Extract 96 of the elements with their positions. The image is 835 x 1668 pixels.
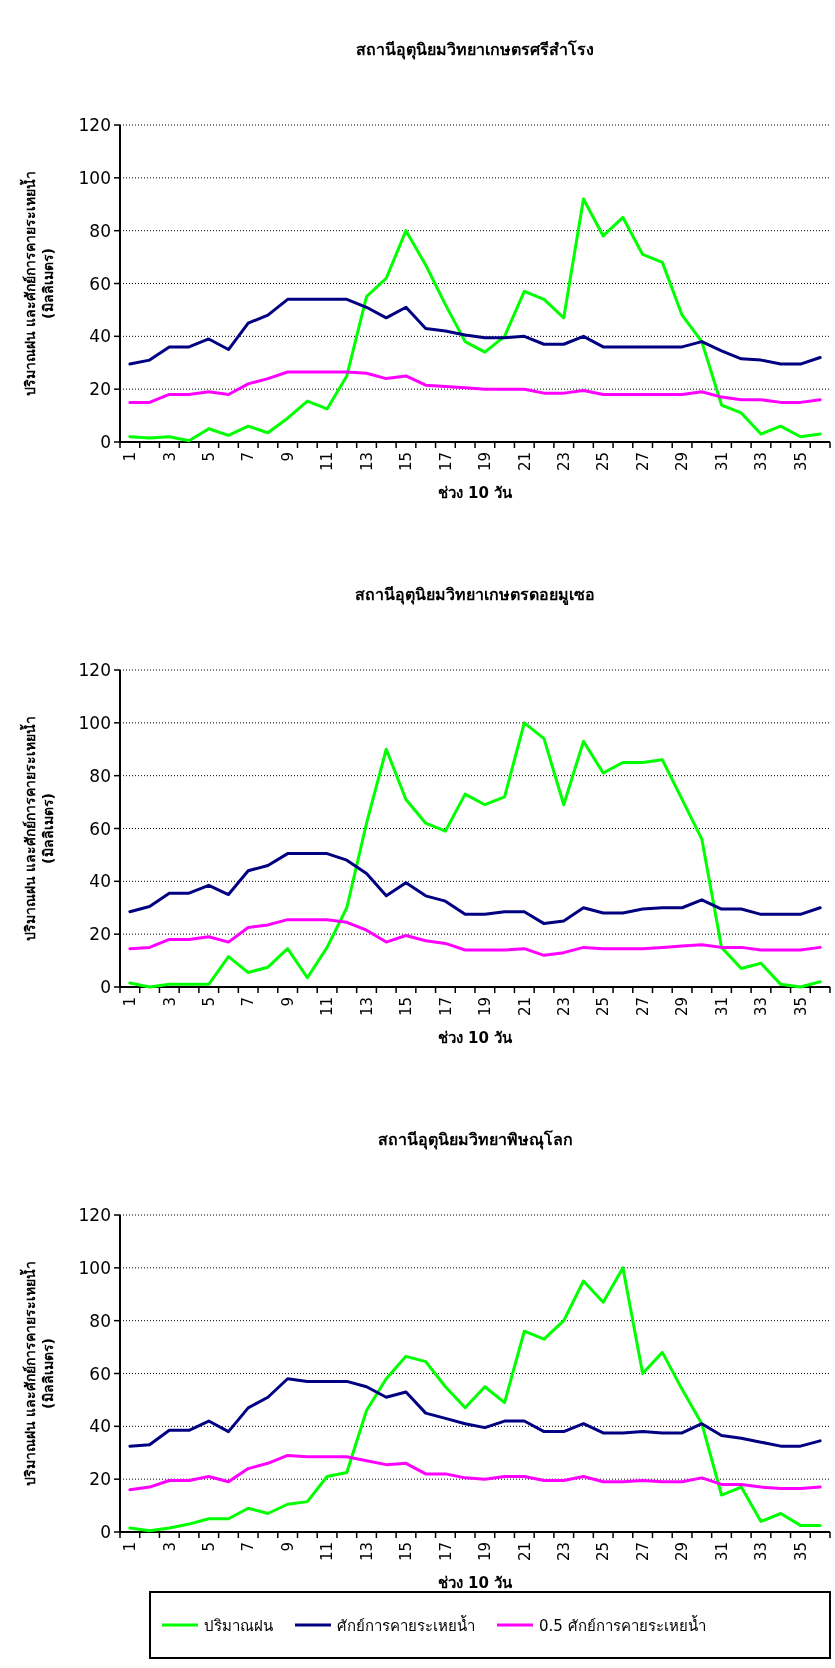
x-axis-title: ช่วง 10 วัน (437, 1029, 514, 1047)
line-series (128, 852, 822, 926)
y-tick-label: 80 (89, 765, 111, 786)
y-tick-label: 80 (89, 1310, 111, 1331)
y-tick-label: 60 (89, 273, 111, 294)
line-series (128, 918, 822, 957)
x-tick-label: 21 (515, 1542, 534, 1562)
x-tick-label: 35 (791, 1542, 810, 1562)
x-tick-label: 13 (357, 997, 376, 1017)
x-tick-label: 7 (239, 1542, 258, 1552)
x-tick-label: 27 (633, 452, 652, 472)
x-tick-label: 33 (752, 452, 771, 472)
x-tick-label: 23 (555, 1542, 573, 1562)
chart-title: สถานีอุตุนิยมวิทยาพิษณุโลก (377, 1129, 573, 1150)
x-tick-label: 9 (278, 452, 297, 462)
x-tick-label: 29 (673, 1542, 692, 1562)
legend-label: ปริมาณฝน (204, 1617, 273, 1635)
x-tick-label: 1 (121, 1542, 140, 1552)
y-axis-title: ปริมาณฝน และศักย์การคายระเหยน้ำ (มิลลิเมตร) (19, 715, 56, 942)
x-tick-label: 19 (476, 452, 495, 472)
x-tick-label: 5 (200, 997, 218, 1007)
x-tick-label: 27 (633, 1542, 652, 1562)
x-tick-label: 15 (397, 1542, 416, 1562)
x-tick-label: 17 (436, 997, 455, 1017)
y-tick-label: 40 (89, 871, 111, 892)
y-tick-label: 100 (78, 1257, 111, 1278)
y-tick-label: 20 (89, 1469, 111, 1490)
line-series (128, 297, 822, 366)
x-tick-label: 3 (160, 1542, 179, 1552)
y-tick-label: 80 (89, 220, 111, 241)
x-tick-label: 19 (476, 997, 495, 1017)
y-tick-label: 120 (78, 660, 111, 680)
x-axis-title: ช่วง 10 วัน (437, 1574, 514, 1592)
x-tick-label: 31 (712, 1542, 731, 1562)
x-tick-label: 33 (752, 1542, 771, 1562)
x-tick-label: 9 (278, 997, 297, 1007)
x-tick-label: 23 (555, 452, 573, 472)
x-tick-label: 31 (712, 452, 731, 472)
x-tick-label: 1 (121, 997, 140, 1007)
x-tick-label: 3 (160, 997, 179, 1007)
x-tick-label: 35 (791, 452, 810, 472)
line-series (128, 721, 822, 989)
y-tick-label: 20 (89, 379, 111, 400)
line-series (128, 1453, 822, 1492)
x-tick-label: 31 (712, 997, 731, 1017)
y-tick-label: 20 (89, 924, 111, 945)
x-tick-label: 11 (318, 1542, 337, 1562)
x-axis-title: ช่วง 10 วัน (437, 484, 514, 502)
x-tick-label: 35 (791, 997, 810, 1017)
x-tick-label: 7 (239, 452, 258, 462)
line-series (128, 1266, 822, 1533)
x-tick-label: 27 (633, 997, 652, 1017)
y-tick-label: 60 (89, 1363, 111, 1384)
x-tick-label: 15 (397, 452, 416, 472)
x-tick-label: 3 (160, 452, 179, 462)
y-axis-title: ปริมาณฝน และศักย์การคายระเหยน้ำ (มิลลิเมตร) (19, 170, 56, 397)
y-tick-label: 0 (100, 977, 111, 997)
chart-title: สถานีอุตุนิยมวิทยาเกษตรศรีสำโรง (356, 39, 594, 60)
legend-label: ศักย์การคายระเหยน้ำ (337, 1615, 475, 1635)
y-tick-label: 40 (89, 326, 111, 347)
y-axis-title: ปริมาณฝน และศักย์การคายระเหยน้ำ (มิลลิเมตร) (19, 1260, 56, 1487)
x-tick-label: 21 (515, 997, 534, 1017)
y-tick-label: 0 (100, 1522, 111, 1542)
x-tick-label: 9 (278, 1542, 297, 1552)
x-tick-label: 21 (515, 452, 534, 472)
line-series (128, 197, 822, 443)
x-tick-label: 13 (357, 452, 376, 472)
x-tick-label: 5 (200, 1542, 218, 1552)
y-tick-label: 120 (78, 115, 111, 135)
x-tick-label: 25 (594, 1542, 613, 1562)
x-tick-label: 13 (357, 1542, 376, 1562)
x-tick-label: 25 (594, 452, 613, 472)
y-tick-label: 60 (89, 818, 111, 839)
x-tick-label: 11 (318, 997, 337, 1017)
x-tick-label: 7 (239, 997, 258, 1007)
x-tick-label: 5 (200, 452, 218, 462)
x-tick-label: 19 (476, 1542, 495, 1562)
x-tick-label: 15 (397, 997, 416, 1017)
chart-title: สถานีอุตุนิยมวิทยาเกษตรดอยมูเซอ (355, 585, 595, 606)
x-tick-label: 11 (318, 452, 337, 472)
x-tick-label: 29 (673, 452, 692, 472)
x-tick-label: 33 (752, 997, 771, 1017)
y-tick-label: 100 (78, 167, 111, 188)
y-tick-label: 100 (78, 712, 111, 733)
line-series (128, 1377, 822, 1448)
x-tick-label: 25 (594, 997, 613, 1017)
x-tick-label: 29 (673, 997, 692, 1017)
y-tick-label: 120 (78, 1205, 111, 1225)
legend-label: 0.5 ศักย์การคายระเหยน้ำ (539, 1615, 706, 1635)
x-tick-label: 17 (436, 452, 455, 472)
x-tick-label: 17 (436, 1542, 455, 1562)
y-tick-label: 40 (89, 1416, 111, 1437)
y-tick-label: 0 (100, 432, 111, 452)
line-series (128, 370, 822, 404)
x-tick-label: 1 (121, 452, 140, 462)
x-tick-label: 23 (555, 997, 573, 1017)
